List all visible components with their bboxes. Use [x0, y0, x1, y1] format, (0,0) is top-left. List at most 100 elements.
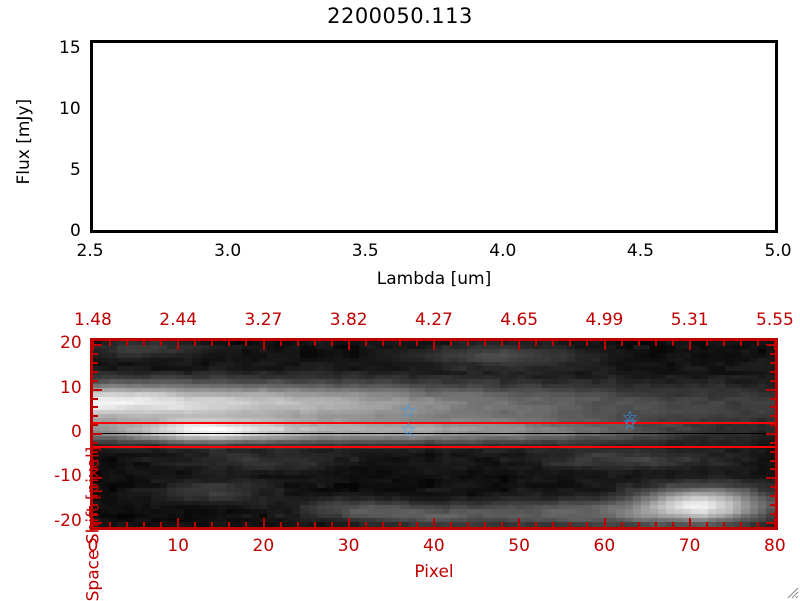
star-marker-3: ☆ — [621, 412, 639, 435]
image-ytick-right — [770, 362, 775, 365]
image-xtick-top — [569, 341, 572, 346]
image-xtick-top — [279, 341, 282, 346]
image-xtick-top — [603, 341, 606, 350]
spectrum-xtick-3: 4.0 — [489, 241, 517, 261]
image-xtick-bottom — [330, 522, 333, 527]
image-ytick-right — [770, 415, 775, 418]
image-xtick-label-4: 40 — [423, 536, 445, 556]
image-xtick-top — [143, 341, 146, 346]
image-ytick-left — [93, 371, 98, 373]
image-ytick-right — [770, 486, 775, 489]
image-ytick-label-1: 10 — [60, 377, 82, 398]
image-xtick-top — [330, 341, 333, 346]
image-xtick-top — [262, 341, 265, 350]
page-title: 2200050.113 — [327, 4, 473, 28]
image-x-axis-label: Pixel — [414, 562, 454, 582]
image-xtick-bottom — [484, 522, 487, 527]
image-y-axis-label: Space Shift [pixel] — [83, 446, 104, 601]
image-ytick-right — [770, 371, 775, 373]
image-ytick-left — [93, 441, 98, 444]
image-xtick-bottom — [654, 522, 657, 527]
image-xtick-bottom — [637, 522, 640, 527]
image-xtick-bottom — [194, 522, 197, 527]
image-wavelength-label-0: 1.48 — [74, 310, 112, 330]
image-xtick-bottom — [739, 522, 742, 527]
image-xtick-bottom — [501, 522, 504, 527]
image-xtick-bottom — [177, 518, 180, 527]
image-xtick-bottom — [552, 522, 555, 527]
spectrum-y-axis-label: Flux [mJy] — [14, 98, 34, 185]
image-ytick-right — [766, 433, 775, 435]
image-xtick-top — [160, 341, 163, 346]
image-ytick-right — [770, 441, 775, 444]
image-ytick-right — [770, 450, 775, 453]
extraction-line-0 — [93, 421, 775, 424]
image-xtick-top — [194, 341, 197, 346]
image-xtick-bottom — [364, 522, 367, 527]
spectrum-xtick-1: 3.0 — [214, 241, 242, 261]
image-xtick-top — [467, 341, 470, 346]
extraction-line-1 — [93, 432, 775, 434]
spectrum-xtick-0: 2.5 — [76, 241, 104, 261]
image-xtick-label-3: 30 — [337, 536, 360, 556]
image-xtick-top — [654, 341, 657, 346]
image-xtick-label-7: 70 — [678, 536, 701, 556]
image-xtick-top — [518, 341, 521, 350]
image-ytick-left — [93, 459, 98, 462]
image-xtick-top — [688, 341, 691, 350]
image-ytick-label-2: 0 — [71, 422, 82, 442]
image-xtick-top — [398, 341, 401, 346]
image-ytick-right — [770, 397, 775, 400]
image-ytick-label-3: -10 — [54, 466, 82, 487]
spectral-image-panel: ☆ ☆ ☆ ☆ — [90, 338, 778, 530]
image-xtick-top — [739, 341, 742, 346]
image-ytick-left — [93, 433, 102, 435]
image-wavelength-label-8: 5.55 — [756, 310, 794, 330]
image-xtick-top — [450, 341, 453, 346]
image-xtick-top — [501, 341, 504, 346]
image-ytick-left — [93, 495, 98, 497]
image-xtick-top — [177, 341, 180, 350]
image-ytick-left — [93, 406, 98, 409]
image-xtick-bottom — [262, 518, 265, 527]
spectrum-frame — [90, 40, 778, 233]
spectrum-ytick-1: 5 — [70, 159, 81, 180]
image-xtick-label-2: 20 — [252, 536, 275, 556]
image-ytick-left — [93, 379, 98, 382]
image-ytick-right — [766, 344, 775, 347]
image-xtick-bottom — [722, 522, 725, 527]
image-xtick-top — [552, 341, 555, 346]
image-xtick-label-8: 80 — [764, 536, 786, 556]
image-ytick-right — [770, 495, 775, 497]
image-ytick-right — [770, 512, 775, 515]
image-xtick-top — [109, 341, 112, 346]
spectral-image — [93, 341, 775, 527]
image-xtick-bottom — [313, 522, 316, 527]
image-xtick-top — [228, 341, 231, 346]
image-wavelength-label-1: 2.44 — [159, 310, 198, 330]
image-xtick-bottom — [381, 522, 384, 527]
image-ytick-right — [766, 388, 775, 391]
image-xtick-top — [313, 341, 316, 346]
image-xtick-top — [620, 341, 623, 346]
image-ytick-right — [770, 406, 775, 409]
image-xtick-bottom — [756, 522, 759, 527]
resize-grip-icon[interactable] — [785, 585, 799, 599]
image-ytick-right — [770, 353, 775, 356]
image-wavelength-label-3: 3.82 — [329, 310, 368, 330]
image-xtick-top — [211, 341, 214, 346]
image-xtick-top — [484, 341, 487, 346]
image-xtick-bottom — [228, 522, 231, 527]
star-marker-2: ☆ — [621, 406, 639, 429]
image-ytick-right — [770, 379, 775, 382]
image-xtick-bottom — [109, 522, 112, 527]
image-ytick-left — [93, 477, 102, 480]
image-ytick-left — [93, 486, 98, 489]
image-xtick-top — [364, 341, 367, 346]
image-xtick-top — [433, 341, 435, 350]
image-wavelength-label-7: 5.31 — [670, 310, 709, 330]
image-xtick-label-0: 0 — [87, 536, 99, 556]
spectrum-xtick-2: 3.5 — [351, 241, 379, 261]
spectrum-xtick-5: 5.0 — [764, 241, 792, 261]
